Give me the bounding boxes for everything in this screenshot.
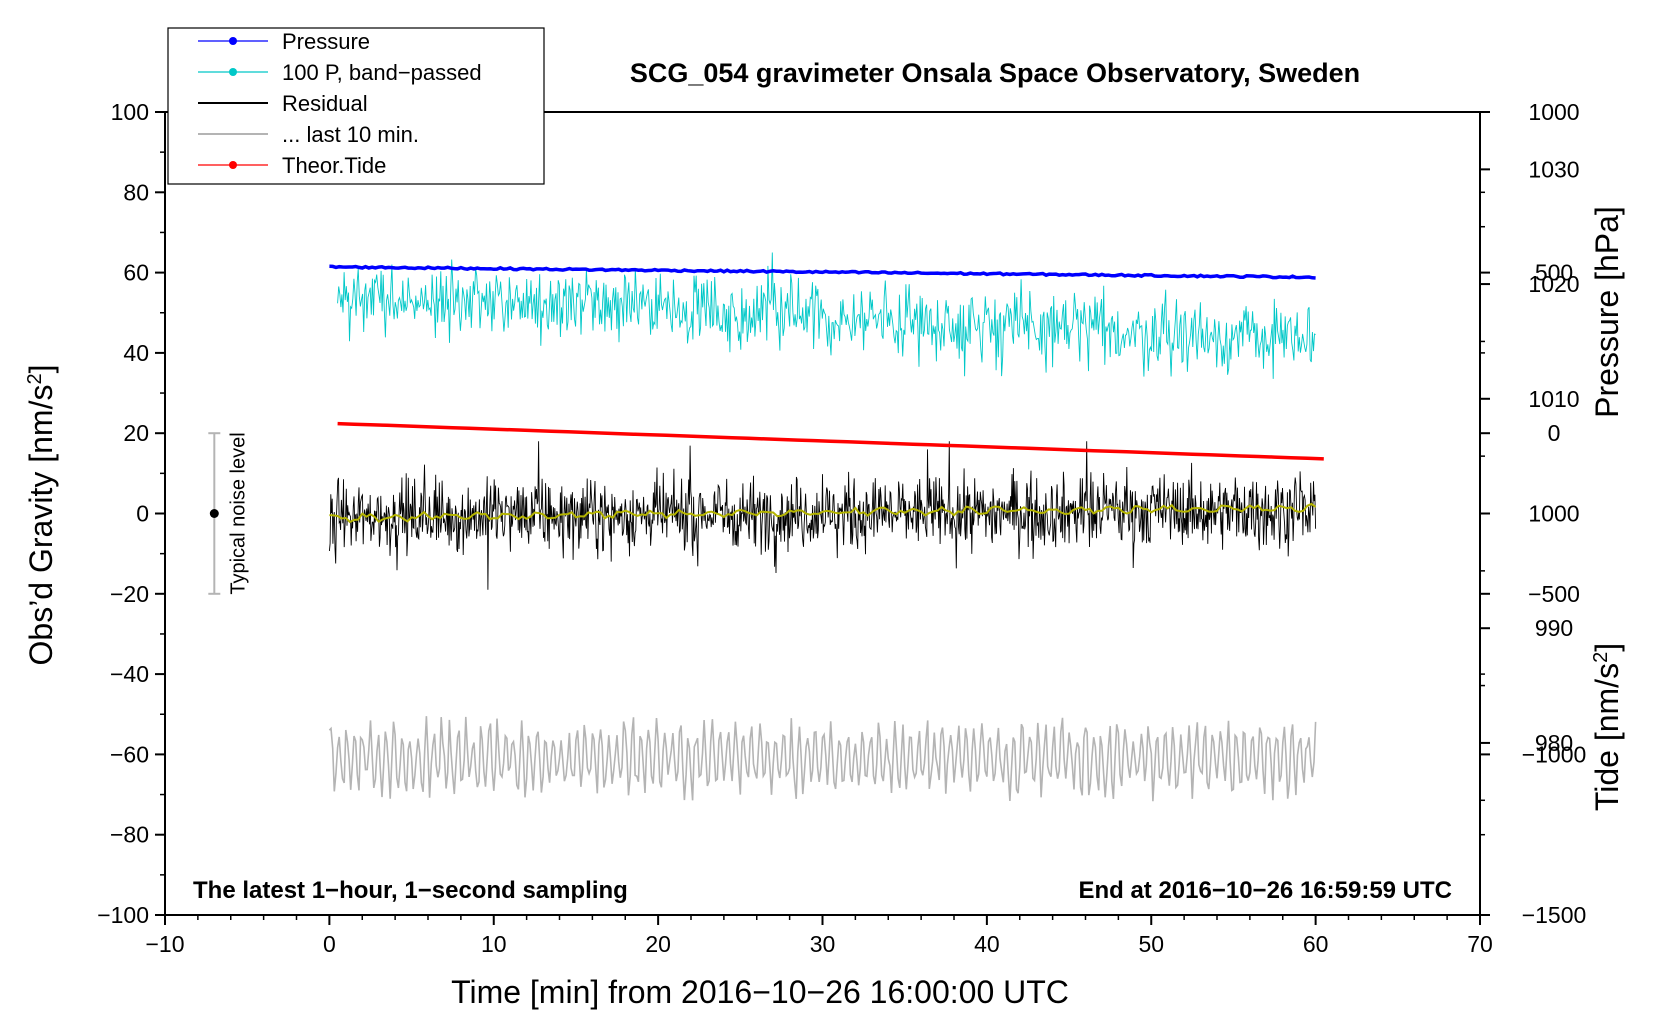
series-pressure — [329, 264, 1316, 280]
legend-label-3: ... last 10 min. — [282, 122, 419, 147]
y-axis-title-left-text: Obs’d Gravity [nm/s — [23, 385, 59, 666]
y-axis-title-left: Obs’d Gravity [nm/s2] — [23, 365, 59, 666]
x-tick-label: 30 — [810, 931, 836, 957]
series-band-passed-pressure — [337, 252, 1316, 379]
legend: Pressure 100 P, band−passed Residual ... la… — [167, 27, 545, 185]
chart-title: SCG_054 gravimeter Onsala Space Observat… — [630, 58, 1360, 88]
annotation-end-time: End at 2016−10−26 16:59:59 UTC — [1078, 877, 1452, 904]
noise-level-indicator — [208, 432, 221, 595]
y-pressure-tick-label: 1010 — [1528, 386, 1579, 412]
annotation-sampling: The latest 1−hour, 1−second sampling — [193, 877, 628, 904]
y-tide-tick-label: −500 — [1528, 581, 1580, 607]
noise-bar-center — [209, 509, 219, 518]
y-axis-title-pressure: Pressure [hPa] — [1589, 206, 1625, 418]
x-tick-label: 50 — [1138, 931, 1164, 957]
y-tide-tick-label: 500 — [1535, 260, 1573, 286]
y-pressure-tick-label: 1020 — [1528, 271, 1579, 297]
series-last-10-min — [328, 716, 1317, 802]
x-axis-title: Time [min] from 2016−10−26 16:00:00 UTC — [451, 974, 1069, 1010]
y-pressure-tick-label: 1030 — [1528, 156, 1579, 182]
data-layer — [328, 252, 1324, 802]
series-residual-smoothed — [329, 502, 1317, 524]
y-left-tick-label: −40 — [110, 661, 149, 687]
legend-label-2: Residual — [282, 91, 368, 116]
noise-level-label: Typical noise level — [227, 432, 249, 594]
legend-marker-0 — [229, 37, 237, 45]
legend-label-0: Pressure — [282, 29, 370, 54]
y-left-tick-label: 20 — [123, 420, 149, 446]
legend-box — [167, 27, 545, 185]
x-tick-label: 0 — [323, 931, 336, 957]
legend-label-1: 100 P, band−passed — [282, 60, 482, 85]
y-left-tick-label: 100 — [111, 99, 149, 125]
x-tick-label: 70 — [1467, 931, 1493, 957]
y-tide-tick-label: −1500 — [1522, 902, 1587, 928]
series-theoretical-tide — [337, 421, 1324, 461]
y-pressure-tick-label: 1000 — [1528, 501, 1579, 527]
y-axis-title-tide-sup: 2 — [1590, 652, 1612, 663]
legend-marker-1 — [229, 68, 237, 76]
y-left-tick-label: 80 — [123, 179, 149, 205]
y-left-tick-label: 60 — [123, 260, 149, 286]
y-axis-title-tide-text: Tide [nm/s — [1589, 663, 1625, 811]
y-tide-tick-label: −1000 — [1522, 741, 1587, 767]
y-axis-title-left-sup: 2 — [24, 373, 46, 384]
y-left-tick-label: −20 — [110, 581, 149, 607]
y-left-tick-label: 40 — [123, 340, 149, 366]
legend-label-4: Theor.Tide — [282, 153, 386, 178]
y-pressure-tick-label: 980 — [1535, 730, 1573, 756]
x-tick-label: 20 — [645, 931, 671, 957]
legend-marker-4 — [229, 161, 237, 169]
x-tick-label: 40 — [974, 931, 1000, 957]
y-left-tick-label: −60 — [110, 741, 149, 767]
x-tick-label: −10 — [145, 931, 184, 957]
y-tide-tick-label: 0 — [1548, 420, 1561, 446]
y-left-tick-label: −80 — [110, 822, 149, 848]
y-tide-tick-label: 1000 — [1528, 99, 1579, 125]
y-axis-title-tide: Tide [nm/s2] — [1589, 643, 1625, 811]
y-axis-title-tide-close: ] — [1589, 643, 1625, 652]
x-tick-label: 10 — [481, 931, 507, 957]
series-residual — [328, 441, 1317, 590]
y-left-tick-label: −100 — [97, 902, 149, 928]
y-pressure-tick-label: 990 — [1535, 615, 1573, 641]
y-axis-title-left-close: ] — [23, 365, 59, 374]
y-left-tick-label: 0 — [136, 501, 149, 527]
axes-layer: −10 0 10 20 30 40 50 60 70−100−80−60−40−20020406… — [97, 99, 1586, 957]
x-tick-label: 60 — [1303, 931, 1329, 957]
